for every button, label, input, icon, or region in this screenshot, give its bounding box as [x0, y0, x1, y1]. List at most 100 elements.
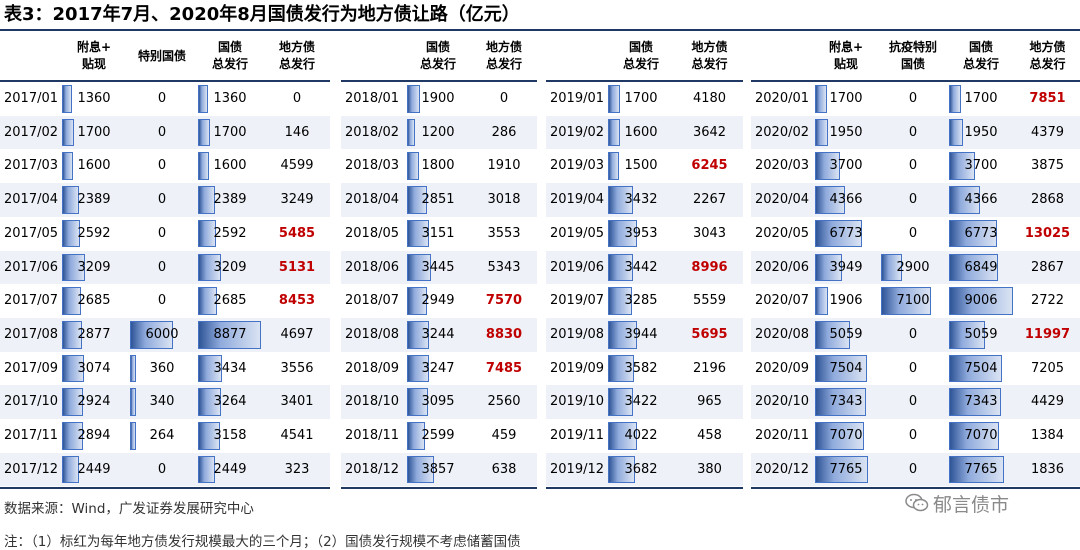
table-row: 2020/11 7070 0 7070 1384 — [751, 419, 1080, 453]
value-cell: 3264 — [213, 394, 247, 410]
data-bar — [198, 455, 216, 484]
watermark: 郁言债市 — [905, 490, 1009, 518]
data-bar — [949, 455, 1005, 484]
header-rule — [546, 80, 743, 82]
value-cell: 4429 — [1030, 394, 1065, 410]
value-cell: 3249 — [280, 192, 314, 208]
value-cell: 2560 — [487, 394, 521, 410]
title-rule — [0, 29, 1080, 31]
value-cell: 3582 — [624, 360, 658, 376]
month-cell: 2018/01 — [345, 91, 400, 106]
table-row: 2017/06 3209 0 3209 5131 — [0, 250, 330, 285]
month-cell: 2019/12 — [550, 461, 605, 477]
data-bar — [949, 287, 1013, 315]
column-header — [751, 33, 813, 79]
data-bar — [608, 186, 634, 214]
value-cell: 11997 — [1024, 326, 1071, 342]
data-bar — [62, 118, 75, 147]
value-cell: 2867 — [1030, 259, 1065, 275]
value-cell: 7070 — [829, 428, 863, 443]
month-cell: 2017/07 — [4, 293, 59, 309]
data-bar — [949, 152, 976, 181]
value-cell: 3209 — [77, 259, 111, 275]
value-cell: 7070 — [964, 428, 998, 443]
table-header: 国债 总发行 地方债 总发行 — [341, 33, 537, 79]
value-cell: 3434 — [213, 360, 247, 376]
value-cell: 8877 — [213, 326, 247, 342]
value-cell: 264 — [149, 428, 175, 443]
value-cell: 7851 — [1029, 91, 1066, 106]
table-row: 2017/11 2894 264 3158 4541 — [0, 419, 330, 453]
month-cell: 2020/04 — [755, 192, 810, 208]
value-cell: 323 — [284, 461, 310, 477]
value-cell: 2685 — [77, 293, 111, 309]
data-bar — [198, 253, 221, 282]
value-cell: 0 — [908, 428, 918, 443]
data-bar — [407, 388, 429, 416]
value-cell: 1600 — [213, 158, 247, 174]
month-cell: 2017/12 — [4, 461, 59, 477]
table-2018: 国债 总发行 地方债 总发行 2018/01 1900 0 2018/02 1200 286 2… — [341, 33, 537, 490]
month-cell: 2017/06 — [4, 259, 59, 275]
value-cell: 3875 — [1030, 158, 1065, 174]
value-cell: 4379 — [1030, 124, 1065, 140]
data-bar — [608, 320, 637, 349]
data-bar — [949, 388, 1002, 416]
data-bar — [608, 388, 634, 416]
data-bar — [407, 253, 431, 282]
value-cell: 2894 — [77, 428, 111, 443]
value-cell: 3857 — [421, 461, 455, 477]
table-row: 2018/10 3095 2560 — [341, 385, 537, 419]
data-bar — [949, 186, 981, 214]
value-cell: 0 — [908, 192, 918, 208]
table-row: 2017/10 2924 340 3264 3401 — [0, 385, 330, 419]
value-cell: 5059 — [829, 326, 863, 342]
value-cell: 7504 — [964, 360, 998, 376]
value-cell: 3095 — [421, 394, 455, 410]
value-cell: 2389 — [213, 192, 247, 208]
data-bar — [198, 118, 211, 147]
data-bar — [407, 118, 416, 147]
data-bar — [198, 354, 223, 383]
value-cell: 1950 — [964, 124, 998, 140]
value-cell: 2900 — [896, 259, 930, 275]
value-cell: 1950 — [829, 124, 863, 140]
data-bar — [815, 422, 864, 450]
value-cell: 459 — [491, 428, 517, 443]
data-bar — [62, 186, 79, 214]
value-cell: 3018 — [487, 192, 521, 208]
value-cell: 5131 — [278, 259, 316, 275]
month-cell: 2017/04 — [4, 192, 59, 208]
table-row: 2018/07 2949 7570 — [341, 284, 537, 318]
month-cell: 2017/02 — [4, 124, 59, 140]
value-cell: 2389 — [77, 192, 111, 208]
value-cell: 3043 — [692, 225, 727, 241]
value-cell: 4022 — [624, 428, 658, 443]
value-cell: 3445 — [421, 259, 455, 275]
data-bar — [815, 152, 841, 181]
table-2019: 国债 总发行 地方债 总发行 2019/01 1700 4180 2019/02 1600 3… — [546, 33, 743, 490]
table-row: 2019/11 4022 458 — [546, 419, 743, 453]
data-bar — [608, 118, 620, 147]
value-cell: 9006 — [964, 293, 998, 309]
value-cell: 3700 — [964, 158, 998, 174]
month-cell: 2018/02 — [345, 124, 400, 140]
data-bar — [407, 219, 429, 248]
data-bar — [608, 85, 621, 113]
data-bar — [198, 422, 221, 450]
month-cell: 2018/05 — [345, 225, 400, 241]
table-header: 附息+ 贴现 特别国债 国债 总发行 地方债 总发行 — [0, 33, 330, 79]
value-cell: 1800 — [421, 158, 455, 174]
value-cell: 965 — [697, 394, 722, 410]
data-bar — [815, 320, 850, 349]
bottom-rule — [0, 487, 330, 490]
table-row: 2017/04 2389 0 2389 3249 — [0, 183, 330, 217]
month-cell: 2020/06 — [755, 259, 810, 275]
value-cell: 1700 — [624, 91, 658, 106]
month-cell: 2018/07 — [345, 293, 400, 309]
value-cell: 2685 — [213, 293, 247, 309]
value-cell: 1900 — [421, 91, 455, 106]
table-row: 2020/07 1906 7100 9006 2722 — [751, 284, 1080, 318]
data-bar — [407, 186, 427, 214]
data-bar — [608, 219, 637, 248]
